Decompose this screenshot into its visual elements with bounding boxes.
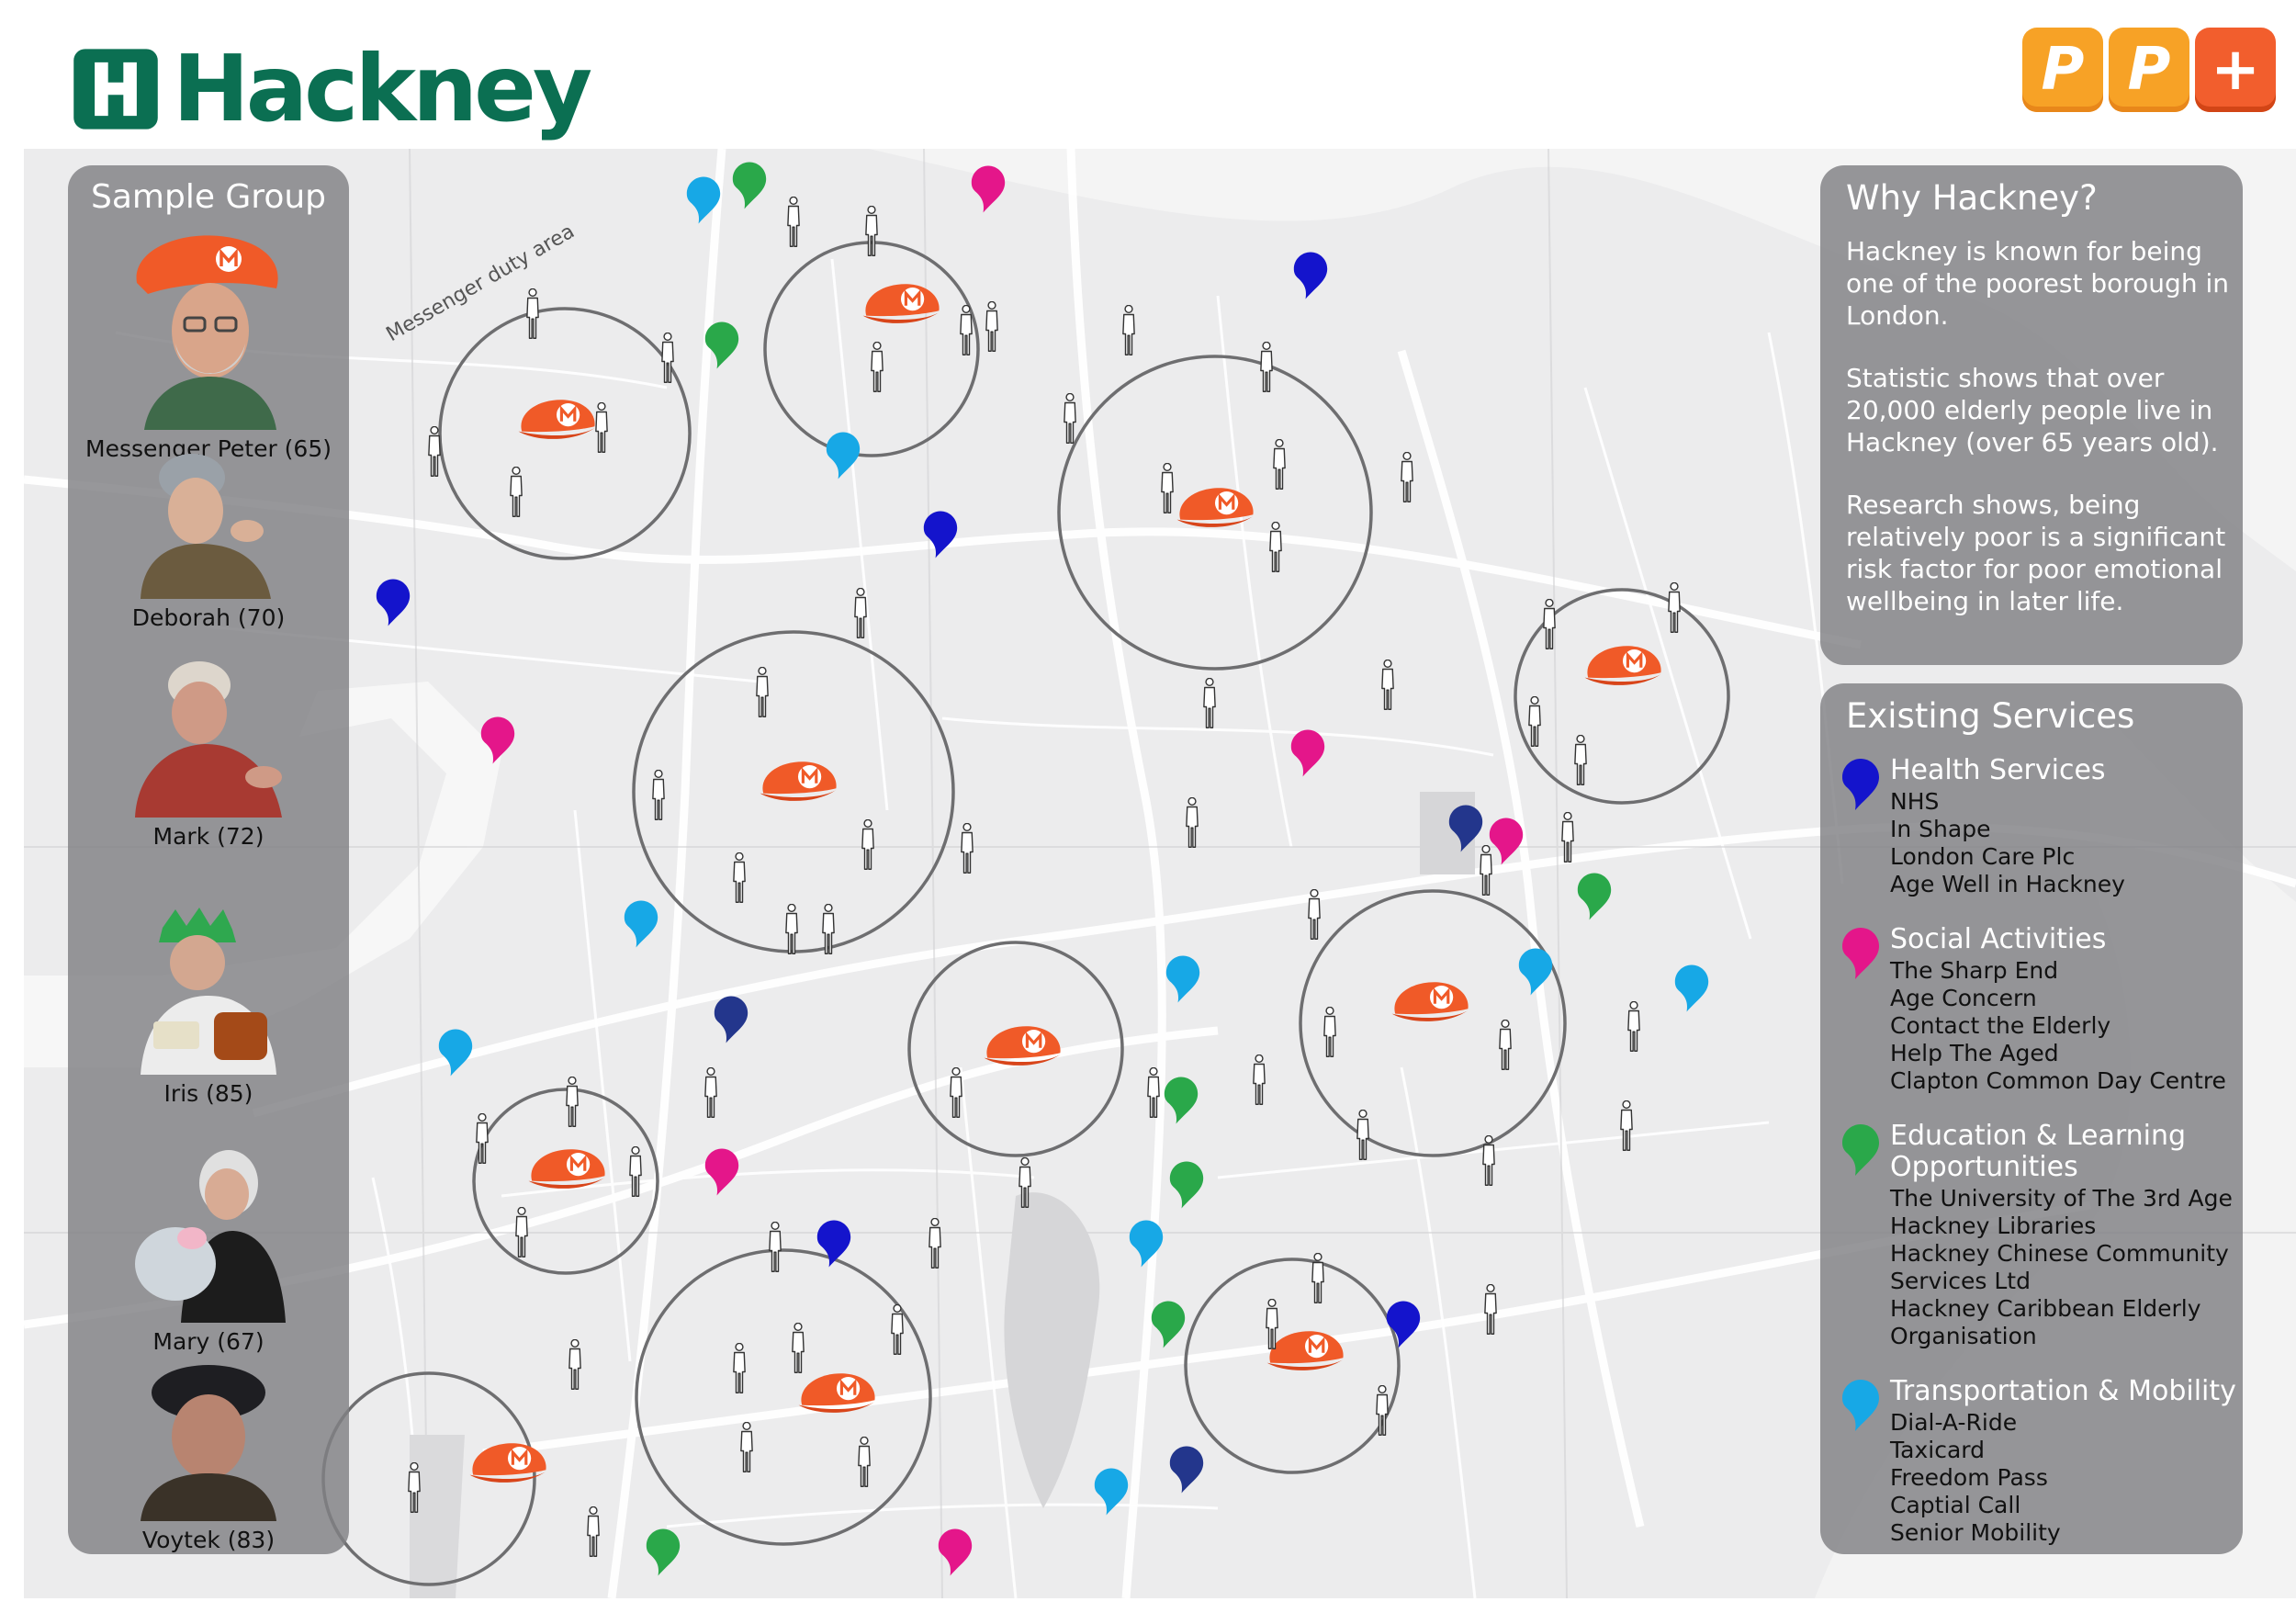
sample-member[interactable]: Messenger Peter (65) — [68, 228, 349, 462]
service-item[interactable]: London Care Plc — [1890, 843, 2076, 870]
service-item[interactable]: Age Concern — [1890, 985, 2037, 1011]
existing-services-title: Existing Services — [1846, 696, 2135, 736]
sample-group-panel: Sample Group Messenger Peter (65) Debora… — [68, 165, 349, 1554]
partner-tile-p2: P — [2109, 28, 2189, 112]
hackney-wordmark: Hackney — [173, 35, 592, 142]
deborah-portrait — [141, 454, 271, 599]
duty-area-8[interactable] — [472, 1088, 659, 1275]
iris-portrait — [141, 908, 276, 1075]
sample-member[interactable]: Voytek (83) — [68, 1359, 349, 1553]
sample-member-name: Voytek (83) — [141, 1527, 276, 1553]
sample-member-name: Iris (85) — [163, 1080, 253, 1107]
transport-pin-icon — [1842, 1380, 1879, 1431]
service-category-title: Social Activities — [1890, 923, 2107, 955]
pp-plus-logo[interactable]: P P + — [2022, 28, 2276, 112]
header: Hackney P P + — [0, 0, 2296, 149]
hackney-h-logo-icon — [73, 49, 158, 130]
service-category-title: Education & Learning Opportunities — [1890, 1120, 2187, 1183]
sample-member-name: Mary (67) — [152, 1328, 264, 1355]
duty-area-6[interactable] — [1299, 889, 1567, 1157]
service-item[interactable]: Hackney Libraries — [1890, 1212, 2097, 1239]
sample-member-name: Deborah (70) — [131, 604, 286, 631]
mary-portrait — [135, 1150, 286, 1323]
sample-member-name: Mark (72) — [152, 823, 264, 850]
education-pin-icon — [1842, 1124, 1879, 1176]
service-item[interactable]: Clapton Common Day Centre — [1890, 1067, 2226, 1094]
hackney-logo[interactable]: Hackney — [68, 35, 592, 142]
partner-tile-plus: + — [2195, 28, 2276, 112]
service-item[interactable]: The University of The 3rd Age — [1890, 1185, 2233, 1212]
service-item[interactable]: Hackney Caribbean Elderly Organisation — [1890, 1295, 2201, 1349]
service-item[interactable]: The Sharp End — [1890, 957, 2059, 984]
health-service-pin-icon — [1842, 759, 1879, 810]
sample-member[interactable]: Deborah (70) — [68, 443, 349, 631]
service-item[interactable]: Freedom Pass — [1890, 1464, 2048, 1491]
duty-area-1[interactable] — [438, 307, 692, 560]
sample-member[interactable]: Mary (67) — [68, 1143, 349, 1355]
duty-area-4[interactable] — [1514, 588, 1730, 805]
why-hackney-title: Why Hackney? — [1846, 178, 2098, 218]
sample-member[interactable]: Mark (72) — [68, 648, 349, 850]
duty-area-7[interactable] — [907, 941, 1124, 1157]
duty-area-9[interactable] — [635, 1248, 932, 1546]
duty-area-10[interactable] — [1184, 1257, 1401, 1474]
why-hackney-paragraph: Hackney is known for being one of the po… — [1846, 236, 2229, 331]
why-hackney-paragraph: Research shows, being relatively poor is… — [1846, 490, 2226, 616]
sample-member[interactable]: Iris (85) — [68, 904, 349, 1107]
service-item[interactable]: Hackney Chinese Community Services Ltd — [1890, 1240, 2229, 1294]
service-item[interactable]: Age Well in Hackney — [1890, 871, 2125, 897]
service-category-title: Health Services — [1890, 754, 2106, 786]
service-item[interactable]: NHS — [1890, 788, 1940, 815]
service-item[interactable]: Senior Mobility — [1890, 1519, 2061, 1546]
sample-group-title: Sample Group — [90, 178, 327, 216]
social-activity-pin-icon — [1842, 928, 1879, 979]
mark-portrait — [135, 661, 282, 818]
service-list: The Sharp End Age Concern Contact the El… — [1890, 957, 2226, 1095]
service-list: NHS In Shape London Care Plc Age Well in… — [1890, 788, 2125, 898]
why-hackney-paragraph: Statistic shows that over 20,000 elderly… — [1846, 363, 2219, 457]
partner-tile-p1: P — [2022, 28, 2103, 112]
duty-area-2[interactable] — [763, 241, 980, 457]
service-list: The University of The 3rd Age Hackney Li… — [1890, 1185, 2233, 1350]
existing-services-panel: Existing Services Health Services NHS In… — [1820, 683, 2243, 1554]
service-item[interactable]: Help The Aged — [1890, 1040, 2059, 1066]
service-item[interactable]: Captial Call — [1890, 1492, 2021, 1518]
service-item[interactable]: Taxicard — [1890, 1437, 1985, 1463]
service-item[interactable]: In Shape — [1890, 816, 1991, 842]
why-hackney-panel: Why Hackney? Hackney is known for being … — [1820, 165, 2243, 665]
service-item[interactable]: Contact the Elderly — [1890, 1012, 2111, 1039]
service-list: Dial-A-Ride Taxicard Freedom Pass Captia… — [1890, 1409, 2061, 1547]
service-item[interactable]: Dial-A-Ride — [1890, 1409, 2018, 1436]
duty-area-3[interactable] — [1057, 355, 1373, 671]
service-category-title: Transportation & Mobility — [1890, 1375, 2236, 1407]
voytek-portrait — [141, 1365, 276, 1521]
messenger-peter-portrait — [136, 235, 278, 430]
